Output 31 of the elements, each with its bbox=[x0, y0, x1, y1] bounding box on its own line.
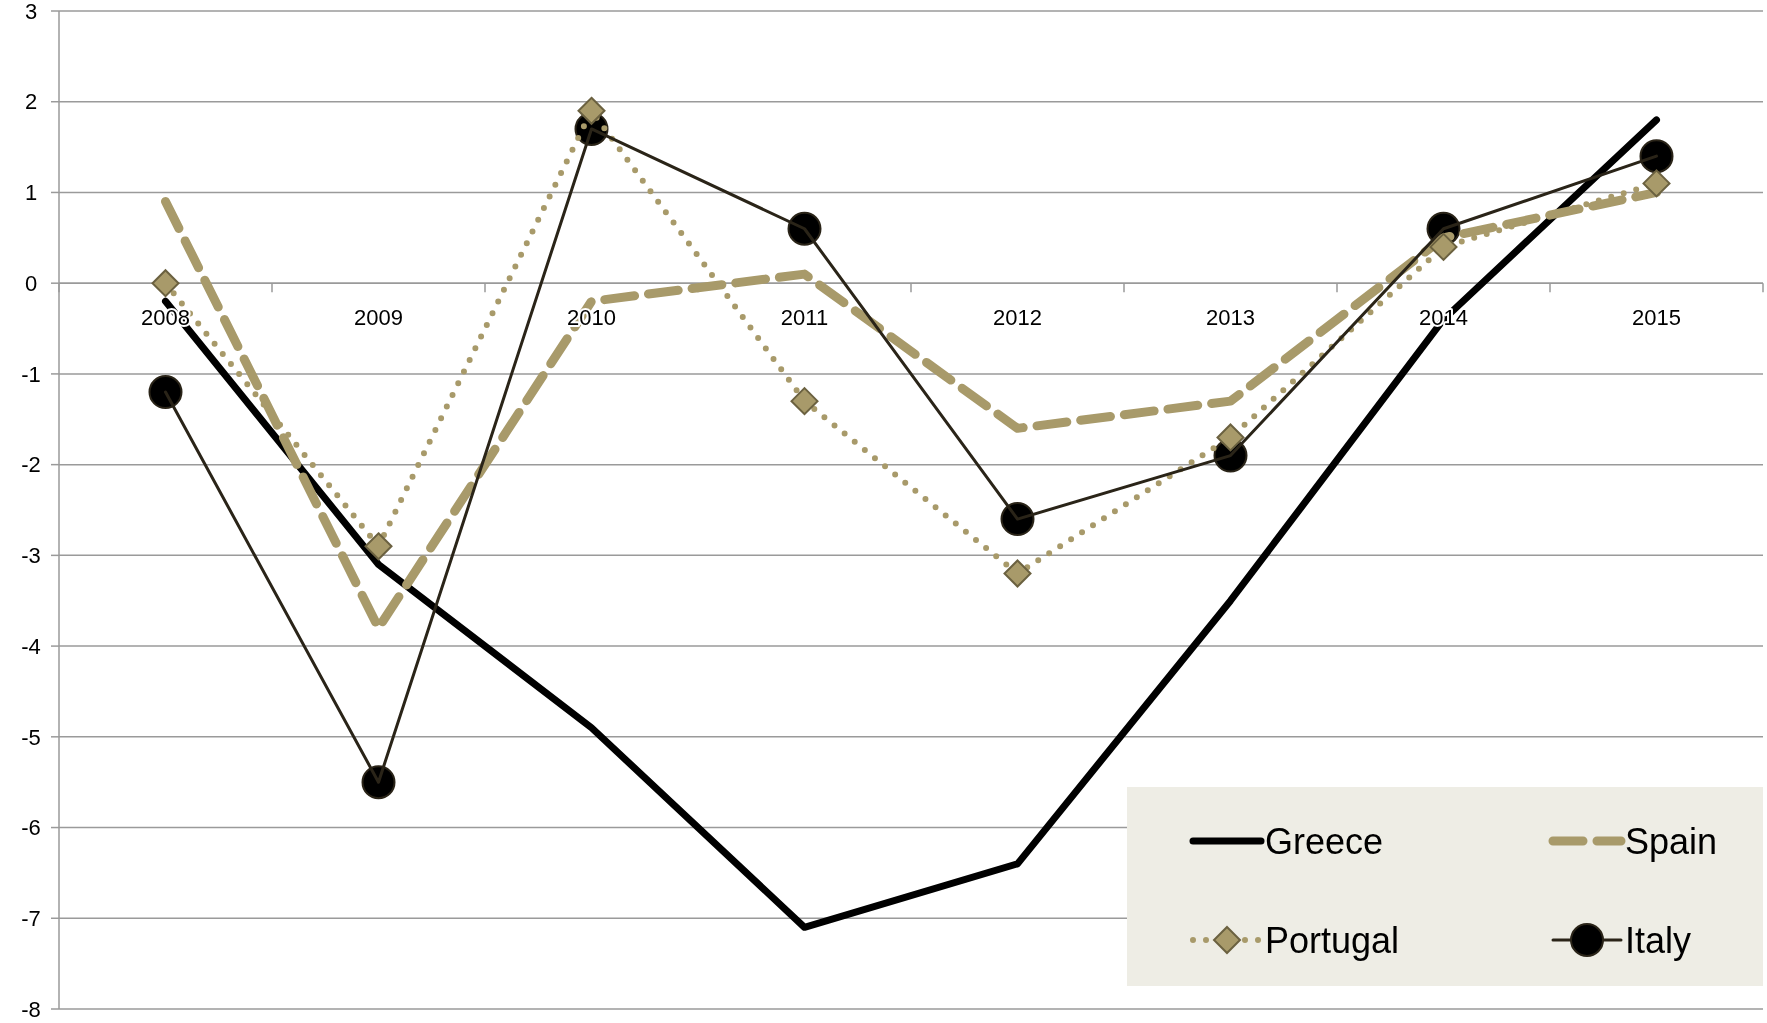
point bbox=[1429, 232, 1458, 261]
x-tick-label: 2011 bbox=[780, 305, 829, 331]
y-tick-label: 2 bbox=[24, 89, 38, 115]
point bbox=[148, 375, 183, 410]
x-tick-label: 2013 bbox=[1206, 305, 1255, 331]
x-tick-label: 2015 bbox=[1632, 305, 1681, 331]
legend-label: Italy bbox=[1625, 919, 1692, 961]
legend-label: Portugal bbox=[1265, 919, 1400, 961]
y-tick-label: -3 bbox=[21, 543, 41, 569]
y-tick-label: -4 bbox=[21, 633, 41, 659]
y-tick-label: -6 bbox=[21, 815, 41, 841]
point bbox=[790, 387, 819, 416]
legend-label: Spain bbox=[1625, 820, 1718, 862]
y-tick-label: 3 bbox=[24, 0, 38, 24]
point bbox=[1642, 169, 1671, 198]
x-tick-label: 2012 bbox=[993, 305, 1042, 331]
y-tick-label: -7 bbox=[21, 905, 41, 931]
y-tick-label: -8 bbox=[21, 996, 41, 1022]
y-tick-label: 0 bbox=[24, 270, 38, 296]
y-tick-label: 1 bbox=[24, 180, 38, 206]
point bbox=[1216, 423, 1245, 452]
point bbox=[1003, 559, 1032, 588]
y-tick-label: -2 bbox=[21, 452, 41, 478]
legend-label: Greece bbox=[1265, 820, 1384, 862]
point bbox=[1639, 139, 1674, 174]
x-tick-label: 2009 bbox=[354, 305, 403, 331]
y-tick-label: -5 bbox=[21, 724, 41, 750]
point bbox=[151, 269, 180, 298]
point bbox=[364, 532, 393, 561]
point bbox=[577, 96, 606, 125]
y-tick-label: -1 bbox=[21, 361, 41, 387]
